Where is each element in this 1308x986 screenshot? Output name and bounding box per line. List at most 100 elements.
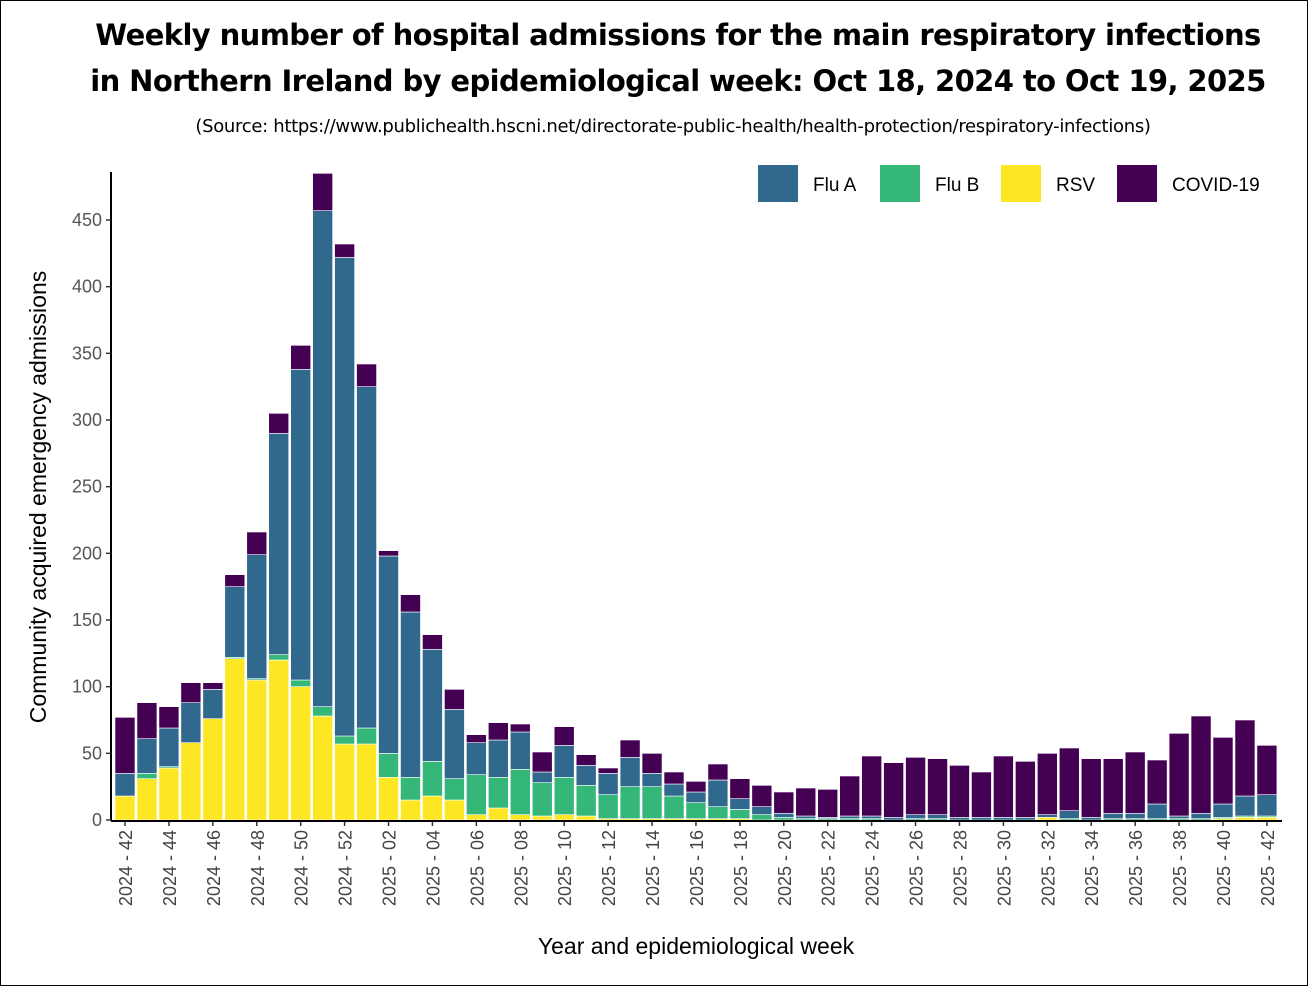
- x-tick-label: 2025 - 18: [731, 830, 751, 906]
- bar-covid-19: [466, 734, 487, 743]
- x-tick-label: 2025 - 30: [994, 830, 1014, 906]
- x-tick-label: 2024 - 46: [204, 830, 224, 906]
- x-tick-label: 2024 - 44: [160, 830, 180, 906]
- bar-flu-b: [575, 785, 597, 817]
- x-tick-label: 2025 - 10: [555, 830, 575, 906]
- bar-flu-a: [839, 815, 860, 819]
- bar-covid-19: [1146, 759, 1168, 805]
- bar-flu-b: [312, 706, 333, 717]
- bar-rsv: [246, 679, 268, 821]
- bar-flu-b: [685, 802, 707, 819]
- bar-flu-a: [509, 731, 531, 770]
- bar-covid-19: [883, 762, 904, 818]
- bar-covid-19: [509, 723, 531, 733]
- x-tick-label: 2025 - 28: [950, 830, 970, 906]
- bar-flu-a: [422, 649, 443, 762]
- bar-covid-19: [1190, 715, 1212, 814]
- bar-flu-b: [773, 817, 795, 821]
- bar-rsv: [224, 658, 246, 821]
- bar-covid-19: [158, 706, 180, 729]
- bar-flu-b: [356, 727, 377, 745]
- x-tick-label: 2025 - 04: [423, 830, 443, 906]
- legend-swatch-flu-a: [758, 165, 798, 202]
- bar-covid-19: [795, 787, 817, 817]
- bar-flu-a: [751, 806, 773, 815]
- bar-covid-19: [1234, 719, 1256, 797]
- bar-flu-b: [707, 806, 729, 819]
- bar-flu-a: [1256, 794, 1278, 817]
- bar-rsv: [575, 815, 597, 821]
- bar-rsv: [290, 686, 311, 821]
- x-tick-label: 2025 - 42: [1258, 830, 1278, 906]
- bar-covid-19: [136, 702, 158, 739]
- y-tick-label: 200: [72, 543, 102, 563]
- bar-flu-a: [268, 433, 290, 655]
- bar-flu-a: [1146, 803, 1168, 819]
- bar-rsv: [158, 767, 180, 821]
- bar-flu-a: [290, 369, 311, 681]
- bar-flu-a: [619, 757, 641, 787]
- bar-covid-19: [971, 771, 992, 818]
- bar-flu-a: [1015, 817, 1036, 821]
- legend-label: Flu A: [813, 175, 857, 196]
- bar-flu-a: [378, 555, 399, 754]
- bar-flu-a: [1102, 813, 1124, 819]
- y-tick-label: 50: [82, 743, 102, 763]
- bar-covid-19: [268, 413, 290, 434]
- x-tick-label: 2025 - 02: [380, 830, 400, 906]
- bar-flu-a: [1037, 814, 1058, 818]
- bar-covid-19: [575, 754, 597, 766]
- bar-flu-a: [663, 783, 685, 797]
- bar-flu-b: [268, 654, 290, 661]
- bar-covid-19: [378, 550, 399, 557]
- legend-label: Flu B: [935, 175, 979, 196]
- bar-covid-19: [246, 531, 268, 555]
- bar-flu-a: [553, 745, 575, 778]
- bar-covid-19: [905, 757, 926, 815]
- bar-flu-b: [597, 794, 619, 819]
- bar-covid-19: [114, 717, 136, 774]
- bar-rsv: [136, 778, 158, 821]
- bar-covid-19: [334, 243, 355, 258]
- x-tick-label: 2025 - 16: [687, 830, 707, 906]
- x-tick-label: 2024 - 42: [116, 830, 136, 906]
- bar-flu-a: [400, 611, 421, 778]
- x-tick-label: 2025 - 14: [643, 830, 663, 906]
- x-tick-label: 2024 - 48: [248, 830, 268, 906]
- bar-covid-19: [1015, 761, 1036, 818]
- bar-covid-19: [1058, 747, 1080, 811]
- bar-rsv: [378, 777, 399, 821]
- bar-covid-19: [531, 751, 553, 773]
- bar-rsv: [444, 799, 465, 821]
- bar-covid-19: [422, 634, 443, 650]
- bar-flu-a: [1080, 817, 1102, 821]
- bar-flu-a: [466, 742, 487, 775]
- bar-flu-a: [883, 817, 904, 821]
- bar-flu-b: [619, 786, 641, 819]
- bar-flu-b: [531, 782, 553, 817]
- bar-flu-b: [488, 777, 509, 809]
- bar-covid-19: [729, 778, 751, 799]
- bar-covid-19: [773, 791, 795, 814]
- x-tick-label: 2025 - 26: [907, 830, 927, 906]
- bar-covid-19: [290, 345, 311, 370]
- y-axis-label: Community acquired emergency admissions: [25, 271, 51, 724]
- bar-flu-a: [707, 779, 729, 807]
- bar-rsv: [422, 795, 443, 821]
- bar-flu-a: [575, 765, 597, 786]
- bar-flu-a: [641, 773, 663, 787]
- x-tick-label: 2025 - 20: [775, 830, 795, 906]
- bar-rsv: [400, 799, 421, 821]
- bar-covid-19: [202, 682, 224, 690]
- bar-flu-a: [905, 814, 926, 819]
- bar-flu-a: [949, 817, 970, 821]
- bar-flu-a: [312, 210, 333, 707]
- bar-flu-a: [114, 773, 136, 797]
- x-tick-label: 2025 - 22: [819, 830, 839, 906]
- bar-covid-19: [663, 771, 685, 785]
- bar-flu-b: [290, 679, 311, 687]
- bar-flu-a: [729, 798, 751, 810]
- bar-covid-19: [553, 726, 575, 746]
- bar-rsv: [1234, 817, 1256, 821]
